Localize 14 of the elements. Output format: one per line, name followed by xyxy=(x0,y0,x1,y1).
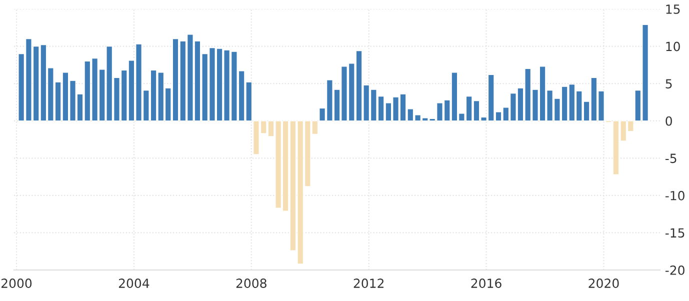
x-tick-label: 2012 xyxy=(354,278,384,288)
y-tick-label: 15 xyxy=(666,4,680,14)
y-tick-label: 0 xyxy=(666,116,672,126)
x-tick-label: 2020 xyxy=(588,278,619,288)
y-tick-label: 10 xyxy=(666,42,680,52)
x-tick-label: 2008 xyxy=(236,278,266,288)
x-tick-label: 2004 xyxy=(118,278,150,288)
y-tick-label: -20 xyxy=(665,265,684,275)
y-tick-label: 5 xyxy=(666,79,672,88)
y-tick-label: -10 xyxy=(665,190,684,200)
x-tick-label: 2016 xyxy=(471,278,502,288)
y-tick-label: -15 xyxy=(665,228,684,238)
y-tick-label: -5 xyxy=(665,154,676,164)
x-tick-label: 2000 xyxy=(2,278,32,288)
